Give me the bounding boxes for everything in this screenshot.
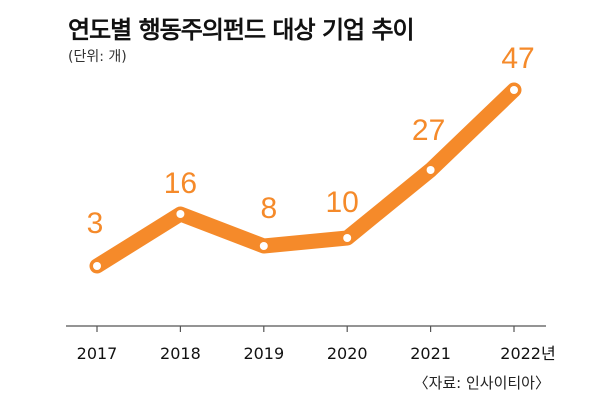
- x-tick-label: 2017: [77, 344, 118, 363]
- data-point: [426, 166, 435, 174]
- x-tick-label: 2020: [327, 344, 368, 363]
- data-point: [93, 262, 101, 270]
- series-line: [89, 82, 522, 274]
- unit-note: (단위: 개): [68, 49, 127, 65]
- data-label: 10: [326, 186, 359, 219]
- chart-title: 연도별 행동주의펀드 대상 기업 추이: [68, 16, 415, 44]
- x-tick-label: 2018: [160, 344, 201, 363]
- x-tick-label: 2022년: [500, 344, 555, 363]
- data-label: 47: [501, 42, 534, 75]
- data-point: [510, 86, 518, 94]
- data-point: [176, 210, 185, 218]
- data-label: 3: [87, 207, 104, 240]
- x-tick-label: 2021: [410, 344, 451, 363]
- source-note: 〈자료: 인사이티아〉: [413, 374, 550, 392]
- data-label: 16: [164, 167, 197, 200]
- data-point: [343, 234, 352, 242]
- x-tick-label: 2019: [243, 344, 284, 363]
- data-point: [259, 242, 268, 250]
- data-label: 27: [412, 114, 445, 147]
- data-label: 8: [260, 192, 277, 225]
